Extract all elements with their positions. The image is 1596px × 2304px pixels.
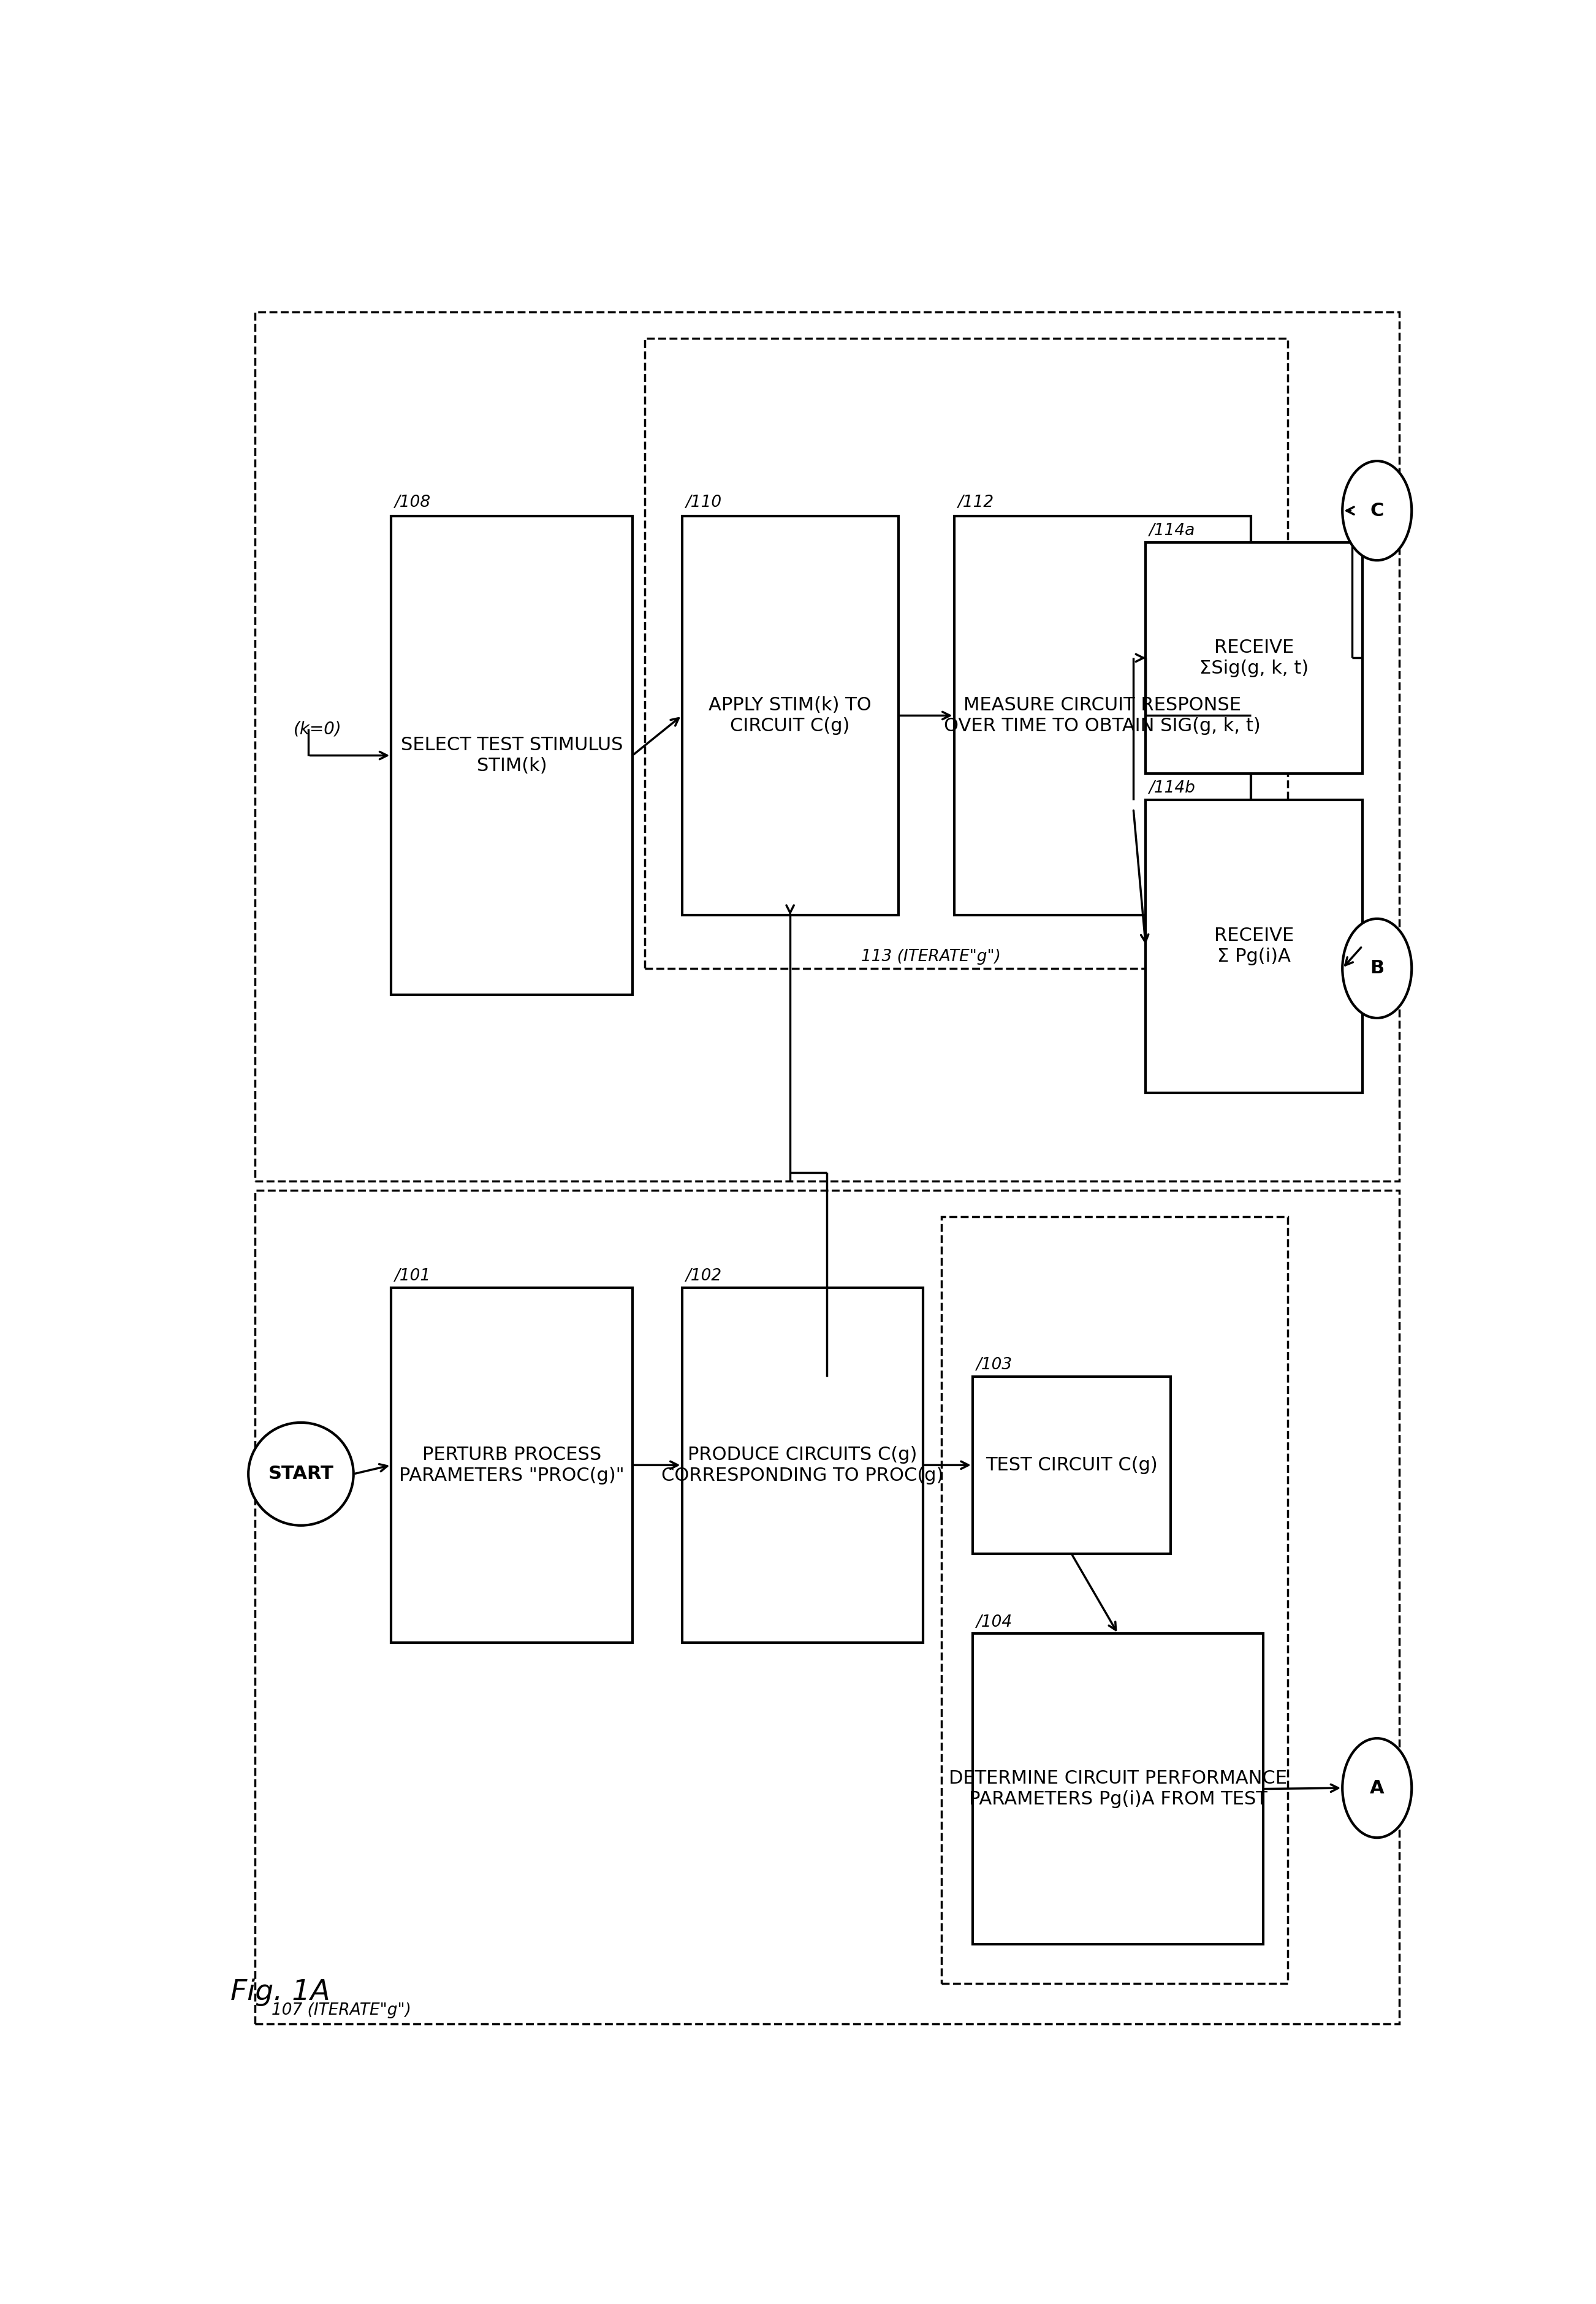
Bar bbox=[972, 1634, 1262, 1945]
Bar bbox=[255, 1191, 1400, 2023]
Text: /104: /104 bbox=[977, 1615, 1012, 1631]
Text: PERTURB PROCESS
PARAMETERS "PROC(g)": PERTURB PROCESS PARAMETERS "PROC(g)" bbox=[399, 1447, 624, 1484]
Text: B: B bbox=[1369, 958, 1384, 977]
Circle shape bbox=[1342, 1737, 1411, 1839]
Text: APPLY STIM(k) TO
CIRCUIT C(g): APPLY STIM(k) TO CIRCUIT C(g) bbox=[709, 696, 871, 735]
Text: Fig. 1A: Fig. 1A bbox=[230, 1979, 330, 2007]
Bar bbox=[681, 516, 899, 915]
Text: PRODUCE CIRCUITS C(g)
CORRESPONDING TO PROC(g): PRODUCE CIRCUITS C(g) CORRESPONDING TO P… bbox=[661, 1447, 943, 1484]
Text: C: C bbox=[1371, 502, 1384, 518]
Bar bbox=[1146, 541, 1361, 774]
Text: START: START bbox=[268, 1465, 334, 1484]
Bar bbox=[391, 516, 632, 995]
Text: TEST CIRCUIT C(g): TEST CIRCUIT C(g) bbox=[985, 1456, 1157, 1475]
Text: DETERMINE CIRCUIT PERFORMANCE
PARAMETERS Pg(i)A FROM TEST: DETERMINE CIRCUIT PERFORMANCE PARAMETERS… bbox=[948, 1769, 1286, 1809]
Text: /102: /102 bbox=[686, 1267, 721, 1283]
Ellipse shape bbox=[249, 1422, 353, 1525]
Text: RECEIVE
ΣSig(g, k, t): RECEIVE ΣSig(g, k, t) bbox=[1199, 638, 1309, 677]
Text: A: A bbox=[1369, 1779, 1384, 1797]
Bar bbox=[391, 1288, 632, 1643]
Text: SELECT TEST STIMULUS
STIM(k): SELECT TEST STIMULUS STIM(k) bbox=[401, 737, 622, 774]
Bar bbox=[255, 311, 1400, 1182]
Bar bbox=[954, 516, 1251, 915]
Text: /108: /108 bbox=[394, 495, 431, 511]
Bar bbox=[942, 1217, 1288, 1984]
Circle shape bbox=[1342, 461, 1411, 560]
Bar bbox=[1146, 799, 1361, 1092]
Text: 107 (ITERATE"g"): 107 (ITERATE"g") bbox=[271, 2002, 410, 2018]
Bar bbox=[681, 1288, 922, 1643]
Text: /110: /110 bbox=[686, 495, 721, 511]
Text: 113 (ITERATE"g"): 113 (ITERATE"g") bbox=[862, 949, 1001, 965]
Bar bbox=[645, 339, 1288, 968]
Text: RECEIVE
Σ Pg(i)A: RECEIVE Σ Pg(i)A bbox=[1215, 926, 1294, 965]
Text: /103: /103 bbox=[977, 1357, 1012, 1373]
Bar bbox=[972, 1375, 1170, 1553]
Text: /112: /112 bbox=[958, 495, 994, 511]
Circle shape bbox=[1342, 919, 1411, 1018]
Text: (k=0): (k=0) bbox=[294, 721, 342, 737]
Text: /114a: /114a bbox=[1149, 523, 1195, 539]
Text: /101: /101 bbox=[394, 1267, 431, 1283]
Text: /114b: /114b bbox=[1149, 781, 1195, 797]
Text: MEASURE CIRCUIT RESPONSE
OVER TIME TO OBTAIN SIG(g, k, t): MEASURE CIRCUIT RESPONSE OVER TIME TO OB… bbox=[945, 696, 1261, 735]
